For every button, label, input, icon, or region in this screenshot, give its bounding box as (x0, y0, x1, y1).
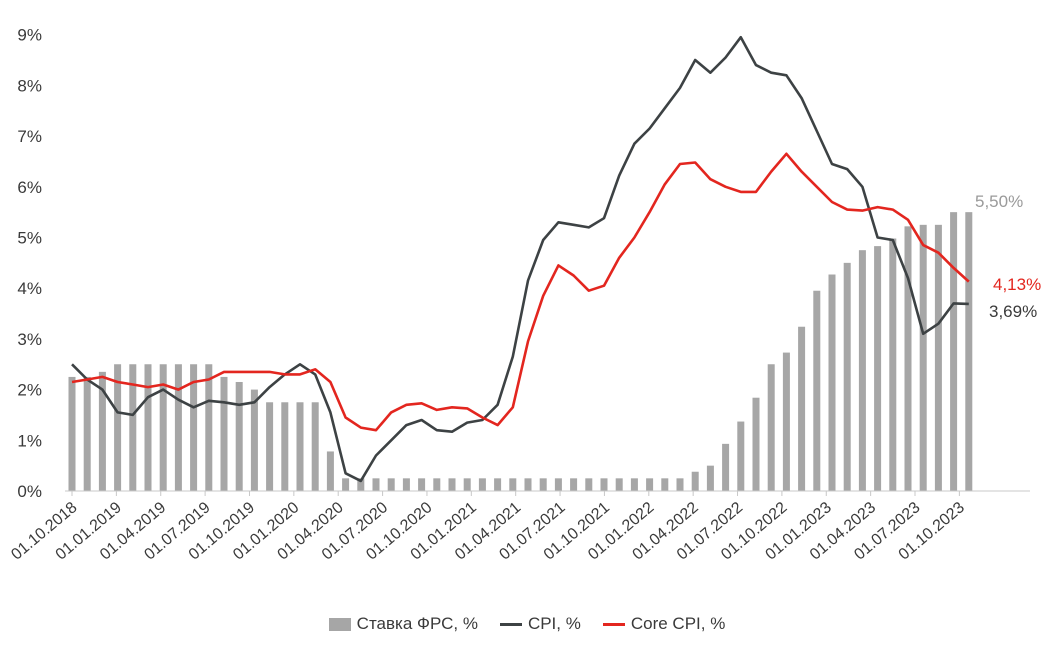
y-tick-label: 5% (17, 229, 42, 248)
fed-rate-bar (266, 402, 274, 491)
fed-rate-bar (311, 402, 319, 491)
y-tick-label: 0% (17, 482, 42, 501)
fed-rate-bar (706, 465, 714, 491)
y-tick-label: 4% (17, 279, 42, 298)
fed-rate-bar (296, 402, 304, 491)
fed-rate-bar (950, 212, 958, 491)
cpi-end-label: 3,69% (989, 302, 1037, 321)
fed-rate-bar (934, 224, 942, 491)
legend-swatch-core-cpi (602, 622, 625, 626)
fed-rate-bars (68, 212, 973, 491)
fed-rate-bar (494, 478, 502, 491)
fed-rate-bar (235, 381, 243, 491)
fed-rate-bar (387, 478, 395, 491)
y-axis: 0% 1% 2% 3% 4% 5% 6% 7% 8% 9% (17, 26, 42, 501)
fed-rate-bar (174, 364, 182, 491)
fed-rate-bar (646, 478, 654, 491)
fed-rate-bar (448, 478, 456, 491)
fed-rate-bar (554, 478, 562, 491)
fed-rate-bar (600, 478, 608, 491)
fed-rate-bar (813, 290, 821, 491)
fed-rate-bar (68, 376, 76, 491)
fed-rate-bar (129, 364, 137, 491)
fed-rate-bar (752, 397, 760, 491)
fed-rate-bar (98, 371, 106, 491)
fed-rate-bar (858, 250, 866, 491)
y-tick-label: 3% (17, 330, 42, 349)
fed-rate-bar (767, 364, 775, 491)
fed-rate-end-label: 5,50% (975, 192, 1023, 211)
fed-rate-bar (463, 478, 471, 491)
fed-rate-bar (904, 226, 912, 491)
legend: Ставка ФРС, % CPI, % Core CPI, % (0, 614, 1054, 634)
legend-item-core-cpi: Core CPI, % (602, 614, 726, 634)
fed-rate-bar (342, 478, 350, 491)
fed-rate-bar (828, 274, 836, 491)
fed-rate-bar (782, 352, 790, 491)
fed-rate-bar (205, 364, 213, 491)
fed-rate-bar (281, 402, 289, 491)
y-tick-label: 2% (17, 381, 42, 400)
fed-rate-bar (570, 478, 578, 491)
y-tick-label: 8% (17, 76, 42, 95)
chart: 0% 1% 2% 3% 4% 5% 6% 7% 8% 9% 01.10.201801.01.201… (8, 26, 1041, 564)
fed-rate-bar (433, 478, 441, 491)
fed-rate-bar (83, 376, 91, 491)
core-cpi-end-label: 4,13% (993, 275, 1041, 294)
fed-rate-bar (585, 478, 593, 491)
fed-rate-bar (737, 421, 745, 491)
fed-rate-bar (889, 238, 897, 491)
legend-swatch-fed-rate (328, 617, 351, 631)
legend-item-fed-rate: Ставка ФРС, % (328, 614, 478, 634)
fed-rate-bar (676, 478, 684, 491)
y-tick-label: 7% (17, 127, 42, 146)
fed-rate-bar (615, 478, 623, 491)
fed-rate-bar (722, 443, 730, 491)
fed-rate-bar (843, 262, 851, 491)
fed-rate-bar (509, 478, 517, 491)
x-axis: 01.10.201801.01.201901.04.201901.07.2019… (8, 491, 968, 564)
fed-rate-bar (372, 478, 380, 491)
fed-rate-bar (220, 376, 228, 491)
fed-rate-bar (357, 478, 365, 491)
fed-rate-bar (661, 478, 669, 491)
y-tick-label: 9% (17, 26, 42, 45)
core-cpi-line (71, 152, 970, 432)
fed-rate-bar (250, 389, 258, 491)
fed-rate-bar (326, 451, 334, 491)
fed-rate-bar (418, 478, 426, 491)
fed-rate-bar (114, 364, 122, 491)
cpi-line (71, 35, 969, 483)
legend-item-cpi: CPI, % (499, 614, 581, 634)
fed-rate-bar (919, 224, 927, 491)
fed-rate-bar (965, 212, 973, 491)
fed-rate-bar (798, 326, 806, 491)
y-tick-label: 1% (17, 431, 42, 450)
fed-rate-bar (874, 246, 882, 491)
fed-rate-bar (402, 478, 410, 491)
y-tick-label: 6% (17, 178, 42, 197)
fed-rate-bar (691, 471, 699, 491)
fed-rate-bar (524, 478, 532, 491)
legend-label-cpi: CPI, % (527, 614, 581, 633)
fed-rate-bar (190, 364, 198, 491)
fed-rate-bar (159, 364, 167, 491)
legend-swatch-cpi (499, 622, 522, 626)
legend-label-core-cpi: Core CPI, % (630, 614, 726, 633)
fed-rate-bar (144, 364, 152, 491)
fed-rate-bar (478, 478, 486, 491)
fed-rate-bar (630, 478, 638, 491)
legend-label-fed-rate: Ставка ФРС, % (356, 614, 478, 633)
fed-rate-bar (539, 478, 547, 491)
